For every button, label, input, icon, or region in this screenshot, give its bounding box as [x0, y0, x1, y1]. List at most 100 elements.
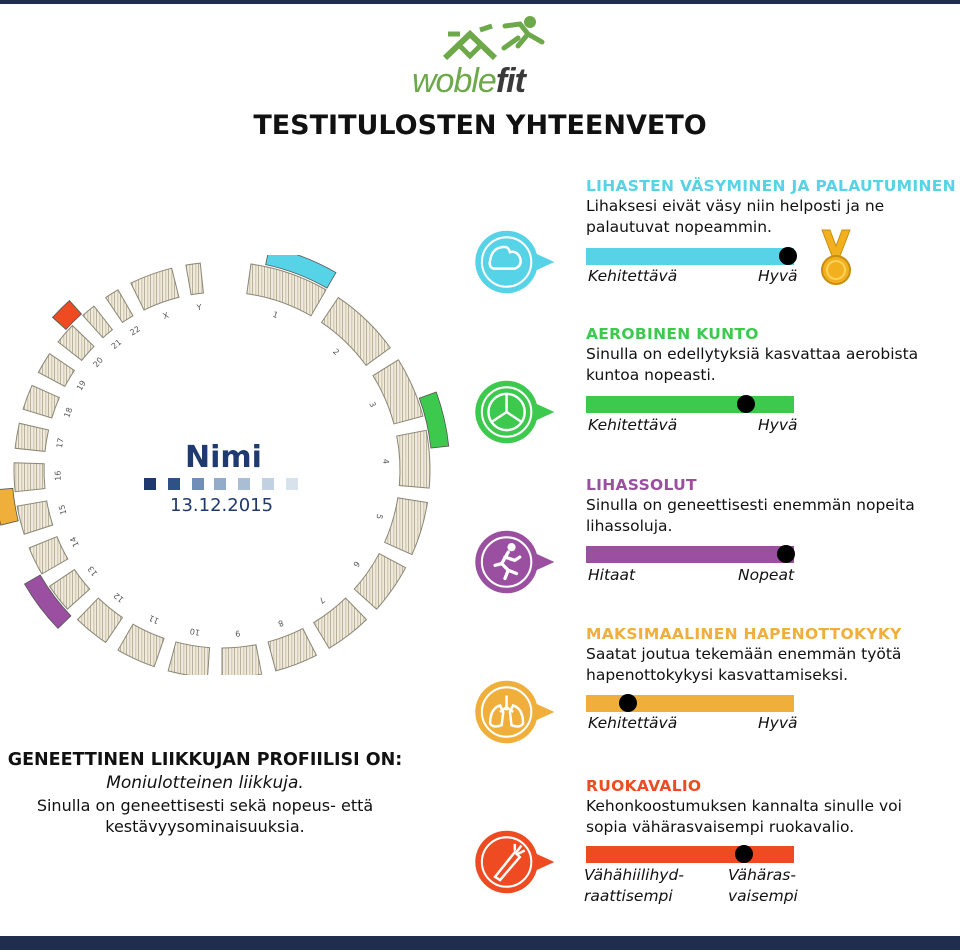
result-title: MAKSIMAALINEN HAPENOTTOKYKY	[586, 625, 902, 643]
chromosome-label: 2	[331, 347, 341, 357]
lungs-icon	[475, 680, 555, 744]
dot	[262, 478, 274, 490]
chromosome-label: 16	[53, 470, 62, 480]
scale-right-label: Nopeat	[738, 566, 795, 584]
logo-word-part2: fit	[495, 62, 526, 100]
chromosome-segment	[22, 384, 61, 419]
chromosome-label: 22	[128, 324, 141, 337]
chromosome-label: 3	[367, 400, 377, 408]
logo-word-part1: woble	[412, 62, 497, 100]
test-date: 13.12.2015	[170, 495, 274, 516]
scale-right-label: Hyvä	[758, 416, 798, 434]
profile-type: Moniulotteinen liikkuja.	[106, 773, 304, 793]
chromosome-segment	[246, 263, 327, 317]
chromosome-label: 6	[351, 559, 361, 568]
dot	[168, 478, 180, 490]
result-highlight-block	[265, 255, 337, 289]
chromosome-segment	[320, 296, 391, 367]
wobblefit-logo: woblefit	[400, 8, 560, 113]
scale-left-label: Kehitettävä	[588, 714, 678, 732]
carrot-icon	[475, 830, 555, 894]
chromosome-segment	[13, 462, 46, 493]
profile-description: Sinulla on geneettisesti sekä nopeus- et…	[36, 796, 374, 836]
chromosome-label: 4	[381, 459, 390, 465]
chromosome-segment	[117, 623, 165, 668]
profile-heading: GENEETTINEN LIIKKUJAN PROFIILISI ON:	[7, 750, 403, 770]
chromosome-segment	[16, 500, 54, 535]
chromosome-segment	[312, 597, 368, 649]
dot	[286, 478, 298, 490]
scale-marker	[776, 545, 795, 563]
result-scale-bar	[586, 694, 794, 712]
chromosome-label: 11	[147, 613, 160, 625]
chromosome-segment	[37, 352, 76, 388]
dot	[144, 478, 156, 490]
chromosome-label: 14	[68, 535, 81, 548]
chromosome-label: 17	[55, 437, 66, 449]
dot	[214, 478, 226, 490]
flexed-arm-icon	[475, 230, 555, 294]
chromosome-segment	[14, 422, 50, 452]
chromosome-segment	[353, 552, 407, 610]
scale-left-label: Kehitettävä	[588, 267, 678, 285]
chromosome-label: 7	[317, 595, 327, 605]
chromosome-segment	[221, 644, 263, 675]
chromosome-segment	[82, 305, 114, 339]
scale-right-label: Hyvä	[758, 267, 798, 285]
scale-marker	[737, 395, 756, 413]
result-title: LIHASSOLUT	[586, 476, 697, 494]
result-scale-bar	[586, 395, 794, 413]
chromosome-label: 21	[110, 338, 124, 351]
scale-marker	[618, 694, 637, 712]
scale-right-label: Hyvä	[758, 714, 798, 732]
gold-medal-icon	[821, 229, 851, 285]
result-text: Sinulla on geneettisesti enemmän nopeita…	[586, 496, 915, 535]
result-highlight-block	[418, 391, 450, 449]
result-text: Lihaksesi eivät väsy niin helposti ja ne…	[586, 197, 885, 236]
chromosome-label: 20	[91, 356, 104, 370]
chromosome-segment	[104, 289, 134, 324]
result-text: Kehonkoostumuksen kannalta sinulle voi s…	[586, 797, 902, 836]
runner-icon	[475, 530, 555, 594]
scale-marker	[778, 247, 797, 265]
chromosome-label: X	[162, 311, 171, 322]
chromosome-label: 18	[62, 406, 74, 419]
result-text: Sinulla on edellytyksiä kasvattaa aerobi…	[586, 345, 919, 384]
chromosome-label: 9	[235, 629, 241, 638]
chromosome-label: 19	[75, 379, 88, 392]
chromosome-label: 5	[374, 513, 384, 520]
scale-right-label: Vähäras- vaisempi	[728, 866, 798, 905]
chromosome-segment	[28, 536, 69, 575]
chromosome-segment	[48, 568, 91, 610]
chromosome-label: 15	[57, 504, 68, 516]
dot	[192, 478, 204, 490]
chromosome-segment	[76, 597, 124, 644]
chromosome-label: Y	[195, 303, 202, 313]
triathlon-icon	[475, 380, 555, 444]
result-scale-bar	[586, 247, 797, 265]
person-name: Nimi	[185, 440, 262, 475]
chromosome-label: 10	[189, 626, 201, 637]
result-highlight-block	[51, 299, 83, 331]
chromosome-segment	[372, 359, 424, 425]
page-title: TESTITULOSTEN YHTEENVETO	[253, 110, 707, 141]
chromosome-label: 13	[86, 564, 99, 578]
chromosome-segment	[383, 497, 429, 556]
bottom-border	[0, 936, 960, 950]
scale-left-label: Hitaat	[588, 566, 636, 584]
scale-left-label: Vähähiilihyd- raattisempi	[584, 866, 684, 905]
chromosome-segment	[185, 262, 204, 296]
chromosome-segment	[57, 324, 95, 362]
chromosome-segment	[396, 429, 431, 489]
dot	[238, 478, 250, 490]
scale-marker	[735, 845, 754, 863]
chromosome-label: 12	[112, 591, 126, 604]
result-highlight-block	[0, 487, 19, 526]
scale-left-label: Kehitettävä	[588, 416, 678, 434]
result-highlight-block	[23, 574, 72, 629]
chromosome-segment	[267, 627, 318, 672]
chromosome-segment	[167, 641, 211, 675]
result-title: LIHASTEN VÄSYMINEN JA PALAUTUMINEN	[586, 177, 956, 195]
chromosome-label: 1	[272, 310, 280, 320]
